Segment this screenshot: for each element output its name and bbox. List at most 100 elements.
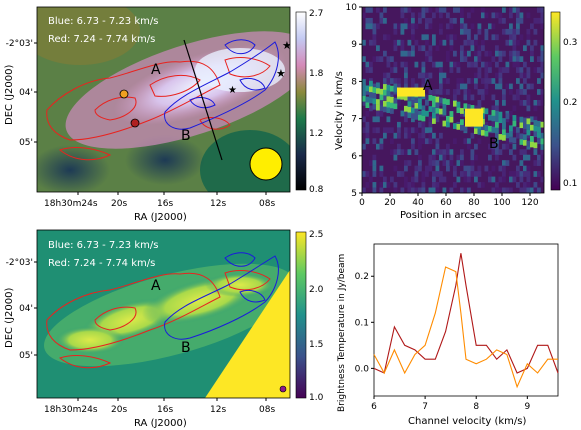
- heatmap-cell: [516, 28, 520, 35]
- heatmap-cell: [523, 78, 527, 84]
- heatmap-cell: [540, 61, 545, 68]
- heatmap-cell: [407, 39, 412, 46]
- heatmap-cell: [407, 101, 412, 107]
- heatmap-cell: [540, 144, 545, 150]
- heatmap-cell: [537, 171, 541, 177]
- heatmap-cell: [418, 132, 422, 139]
- heatmap-cell: [491, 176, 496, 183]
- bl-colorbar: [295, 231, 307, 399]
- heatmap-cell: [435, 165, 440, 172]
- heatmap-cell: [530, 50, 534, 57]
- tr-xtick: 80: [468, 198, 480, 208]
- heatmap-cell: [488, 114, 492, 121]
- heatmap-cell: [365, 171, 370, 177]
- heatmap-cell: [456, 78, 461, 84]
- heatmap-cell: [463, 83, 468, 90]
- heatmap-cell: [502, 187, 506, 194]
- heatmap-cell: [376, 88, 380, 94]
- heatmap-cell: [484, 34, 489, 41]
- heatmap-cell: [519, 67, 524, 73]
- heatmap-cell: [428, 106, 433, 112]
- heatmap-cell: [484, 28, 489, 35]
- heatmap-cell: [453, 165, 457, 172]
- heatmap-cell: [484, 125, 489, 131]
- heatmap-cell: [502, 160, 506, 166]
- heatmap-cell: [421, 105, 426, 112]
- heatmap-cell: [509, 130, 513, 137]
- heatmap-cell: [467, 50, 471, 57]
- heatmap-cell: [488, 143, 492, 150]
- heatmap-cell: [393, 39, 398, 46]
- heatmap-cell: [530, 187, 534, 194]
- heatmap-cell: [418, 45, 422, 52]
- heatmap-cell: [460, 187, 464, 194]
- heatmap-cell: [442, 72, 447, 79]
- heatmap-cell: [470, 61, 475, 68]
- heatmap-cell: [365, 7, 370, 13]
- heatmap-cell: [432, 154, 436, 161]
- tr-y-ticks: 5 6 7 8 9 10: [346, 3, 362, 199]
- heatmap-cell: [407, 50, 412, 57]
- heatmap-cell: [439, 108, 443, 115]
- heatmap-cell: [404, 116, 408, 123]
- heatmap-cell: [467, 89, 471, 95]
- heatmap-cell: [372, 165, 377, 172]
- heatmap-cell: [404, 132, 408, 139]
- heatmap-cell: [470, 132, 475, 139]
- heatmap-cell: [484, 89, 489, 95]
- heatmap-cell: [453, 182, 457, 188]
- heatmap-cell: [379, 88, 384, 95]
- heatmap-cell: [376, 143, 380, 150]
- heatmap-cell: [435, 107, 440, 114]
- heatmap-cell: [460, 17, 464, 24]
- heatmap-cell: [428, 45, 433, 52]
- heatmap-cell: [390, 149, 394, 156]
- heatmap-cell: [432, 149, 436, 156]
- tl-ytick: -2°03': [6, 39, 33, 49]
- heatmap-cell: [432, 39, 436, 46]
- heatmap-cell: [432, 176, 436, 183]
- tr-colorbar-ticks: 0.3 0.2 0.1: [563, 38, 577, 189]
- heatmap-cell: [442, 187, 447, 194]
- heatmap-cell: [449, 23, 454, 30]
- heatmap-cell: [512, 120, 517, 127]
- heatmap-cell: [386, 78, 391, 84]
- heatmap-cell: [526, 67, 531, 73]
- heatmap-cell: [456, 67, 461, 73]
- heatmap-cell: [453, 89, 457, 95]
- heatmap-cell: [512, 39, 517, 46]
- heatmap-cell: [519, 139, 524, 145]
- heatmap-cell: [488, 121, 492, 128]
- heatmap-cell: [460, 108, 464, 114]
- heatmap-cell: [477, 56, 482, 63]
- heatmap-cell: [523, 165, 527, 172]
- heatmap-cell: [523, 127, 527, 134]
- heatmap-cell: [379, 182, 384, 188]
- heatmap-cell: [484, 61, 489, 68]
- heatmap-cell: [540, 56, 545, 63]
- heatmap-cell: [505, 160, 510, 166]
- tl-ytick: 05': [19, 138, 33, 148]
- heatmap-cell: [425, 50, 429, 57]
- heatmap-cell: [540, 89, 545, 95]
- heatmap-cell: [439, 39, 443, 46]
- heatmap-cell: [488, 176, 492, 183]
- heatmap-cell: [498, 134, 503, 140]
- heatmap-cell: [393, 97, 398, 104]
- heatmap-cell: [467, 187, 471, 194]
- tr-label-b: B: [489, 136, 499, 152]
- heatmap-cell: [369, 86, 373, 93]
- heatmap-cell: [505, 113, 510, 120]
- heatmap-cell: [498, 50, 503, 57]
- tl-xtick: 08s: [259, 199, 275, 209]
- heatmap-cell: [418, 103, 422, 110]
- heatmap-cell: [369, 97, 373, 104]
- heatmap-cell: [463, 187, 468, 194]
- br-y-ticks: 0.2 0.1 0.0: [355, 272, 374, 374]
- heatmap-cell: [491, 110, 496, 116]
- heatmap-cell: [383, 50, 387, 57]
- heatmap-cell: [526, 165, 531, 172]
- heatmap-cell: [379, 187, 384, 194]
- bl-ylabel: DEC (J2000): [4, 288, 15, 348]
- heatmap-cell: [362, 84, 366, 91]
